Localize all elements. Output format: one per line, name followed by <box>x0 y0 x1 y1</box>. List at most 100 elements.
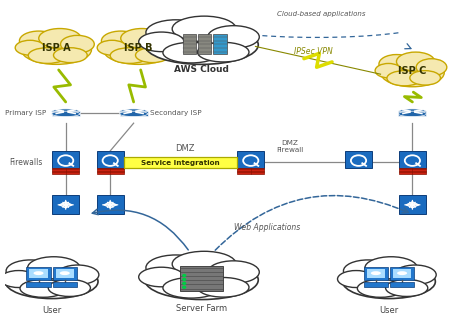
Text: Service Integration: Service Integration <box>141 160 220 166</box>
Ellipse shape <box>119 111 148 116</box>
Ellipse shape <box>410 71 440 85</box>
Ellipse shape <box>371 271 381 275</box>
Ellipse shape <box>198 277 249 297</box>
Ellipse shape <box>97 40 127 55</box>
Text: User: User <box>42 306 61 316</box>
Ellipse shape <box>394 265 436 285</box>
Text: User: User <box>379 306 399 316</box>
Text: ISP C: ISP C <box>398 66 427 76</box>
Ellipse shape <box>57 265 99 285</box>
Ellipse shape <box>19 31 58 51</box>
Ellipse shape <box>365 257 417 279</box>
Ellipse shape <box>396 52 435 71</box>
Ellipse shape <box>386 279 428 297</box>
Text: IPSec VPN: IPSec VPN <box>294 47 333 56</box>
FancyBboxPatch shape <box>97 168 124 174</box>
Ellipse shape <box>139 32 184 51</box>
Circle shape <box>183 275 186 277</box>
Ellipse shape <box>52 109 80 114</box>
FancyBboxPatch shape <box>398 112 427 116</box>
Ellipse shape <box>357 279 404 297</box>
Ellipse shape <box>103 35 173 64</box>
Ellipse shape <box>119 109 148 114</box>
Ellipse shape <box>379 54 414 73</box>
FancyBboxPatch shape <box>399 195 426 214</box>
Circle shape <box>183 278 186 280</box>
FancyBboxPatch shape <box>5 1 474 327</box>
FancyBboxPatch shape <box>390 282 414 287</box>
Ellipse shape <box>198 42 249 62</box>
FancyBboxPatch shape <box>52 112 80 116</box>
FancyBboxPatch shape <box>399 151 426 168</box>
Ellipse shape <box>397 271 407 275</box>
FancyBboxPatch shape <box>53 267 77 280</box>
Ellipse shape <box>375 63 402 78</box>
FancyBboxPatch shape <box>29 270 48 278</box>
Ellipse shape <box>15 40 45 55</box>
FancyBboxPatch shape <box>364 267 388 280</box>
Ellipse shape <box>21 35 91 64</box>
Ellipse shape <box>398 111 427 116</box>
FancyBboxPatch shape <box>27 267 51 280</box>
Ellipse shape <box>145 260 258 299</box>
Ellipse shape <box>143 35 176 53</box>
Ellipse shape <box>110 48 149 63</box>
Ellipse shape <box>146 255 206 280</box>
Ellipse shape <box>0 271 37 288</box>
Ellipse shape <box>28 48 67 63</box>
FancyBboxPatch shape <box>364 282 388 287</box>
Text: Firewalls: Firewalls <box>9 158 43 167</box>
FancyBboxPatch shape <box>237 151 264 168</box>
FancyBboxPatch shape <box>390 267 414 280</box>
Ellipse shape <box>416 59 447 76</box>
FancyBboxPatch shape <box>27 282 51 287</box>
FancyBboxPatch shape <box>52 195 79 214</box>
FancyBboxPatch shape <box>237 168 264 174</box>
Ellipse shape <box>163 42 219 63</box>
Ellipse shape <box>6 260 55 282</box>
Ellipse shape <box>20 279 66 297</box>
FancyBboxPatch shape <box>97 195 124 214</box>
Text: AWS Cloud: AWS Cloud <box>174 65 229 74</box>
Text: Server Farm: Server Farm <box>176 304 227 313</box>
Text: DMZ: DMZ <box>175 144 195 153</box>
Ellipse shape <box>172 251 236 277</box>
FancyBboxPatch shape <box>52 151 79 168</box>
Circle shape <box>183 282 186 284</box>
Ellipse shape <box>208 26 259 48</box>
FancyBboxPatch shape <box>124 157 237 168</box>
Ellipse shape <box>60 271 70 275</box>
FancyBboxPatch shape <box>55 270 74 278</box>
Text: ISP B: ISP B <box>124 43 153 53</box>
Ellipse shape <box>101 31 140 51</box>
Ellipse shape <box>387 71 422 86</box>
Ellipse shape <box>136 48 169 63</box>
Text: ISP A: ISP A <box>42 43 71 53</box>
FancyBboxPatch shape <box>198 34 211 53</box>
Text: DMZ
Firewall: DMZ Firewall <box>276 139 303 153</box>
Ellipse shape <box>34 271 44 275</box>
Ellipse shape <box>145 25 258 64</box>
Text: Web Applications: Web Applications <box>234 223 301 232</box>
Ellipse shape <box>343 265 435 298</box>
Ellipse shape <box>172 16 236 42</box>
Ellipse shape <box>146 20 206 45</box>
Ellipse shape <box>5 265 98 298</box>
FancyBboxPatch shape <box>52 168 79 174</box>
FancyBboxPatch shape <box>213 34 227 53</box>
Ellipse shape <box>381 58 444 87</box>
Ellipse shape <box>344 260 392 282</box>
Text: Primary ISP: Primary ISP <box>5 111 46 116</box>
Circle shape <box>183 286 186 288</box>
Ellipse shape <box>163 277 219 298</box>
FancyBboxPatch shape <box>97 151 124 168</box>
Ellipse shape <box>48 279 91 297</box>
FancyBboxPatch shape <box>345 151 372 168</box>
Ellipse shape <box>398 109 427 114</box>
Text: Secondary ISP: Secondary ISP <box>150 111 201 116</box>
Text: Cloud-based applications: Cloud-based applications <box>277 11 365 17</box>
Ellipse shape <box>39 29 81 48</box>
FancyBboxPatch shape <box>183 34 196 53</box>
FancyBboxPatch shape <box>119 112 148 116</box>
FancyBboxPatch shape <box>367 270 385 278</box>
